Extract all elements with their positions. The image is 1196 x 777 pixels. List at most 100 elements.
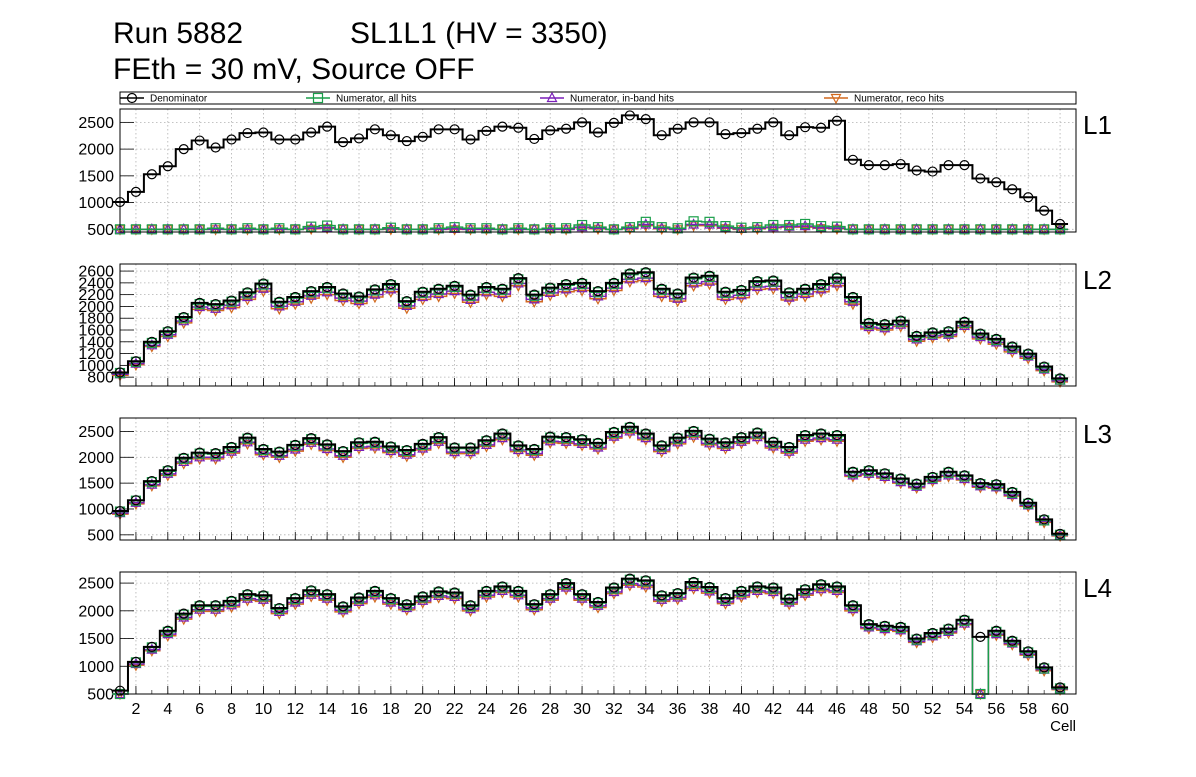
series-denominator-point (927, 471, 938, 483)
series-denominator-point (752, 581, 763, 592)
series-denominator-point (863, 317, 874, 329)
layer-label: L4 (1083, 573, 1112, 603)
series-numerator-all-hits-point (226, 224, 237, 235)
series-denominator-point (561, 123, 572, 134)
series-denominator-point (688, 272, 699, 283)
series-denominator-point (1023, 192, 1034, 203)
series-numerator-reco-hits-point (735, 592, 747, 604)
series-numerator-reco-hits-point (879, 325, 891, 337)
series-numerator-in-band-hits-point (927, 329, 939, 341)
series-denominator-point (1039, 361, 1050, 372)
series-numerator-in-band-hits-point (1022, 647, 1034, 659)
series-denominator-point (1054, 528, 1066, 539)
series-numerator-reco-hits-point (815, 586, 827, 598)
series-numerator-reco-hits-point (289, 600, 301, 611)
series-denominator-point (465, 600, 476, 611)
series-numerator-reco-hits-point (544, 438, 556, 450)
series-denominator-point (879, 319, 890, 330)
series-denominator-point (385, 441, 396, 452)
series-numerator-reco-hits-point (353, 444, 365, 455)
x-tick-label: 28 (541, 701, 559, 718)
series-numerator-in-band-hits-point (178, 314, 190, 326)
series-numerator-reco-hits-point (465, 606, 477, 618)
series-numerator-in-band-hits-point (528, 601, 540, 613)
series-numerator-reco-hits-point (640, 435, 652, 446)
series-numerator-all-hits-point (1039, 224, 1050, 235)
series-denominator-point (242, 432, 253, 443)
y-tick-label: 1000 (78, 358, 114, 375)
series-numerator-all-hits-point (322, 220, 333, 231)
series-denominator-point (369, 436, 381, 447)
series-numerator-in-band-hits-point (146, 643, 158, 654)
series-numerator-in-band-hits-point (974, 330, 986, 342)
series-denominator-point (306, 433, 317, 444)
series-denominator-point (433, 432, 444, 443)
series-denominator-point (194, 297, 205, 308)
series-numerator-all-hits-point (672, 223, 683, 234)
series-denominator-point (1039, 514, 1050, 525)
series-denominator-point (704, 117, 715, 128)
series-numerator-in-band-hits-point (146, 339, 158, 350)
plot-frame (119, 108, 1077, 233)
series-denominator-point (1007, 341, 1018, 352)
series-numerator-reco-hits-point (751, 588, 763, 599)
series-numerator-all-hits-point (704, 216, 715, 227)
series-numerator-all-hits-point (640, 216, 651, 227)
x-tick-label: 54 (956, 701, 974, 718)
series-denominator-point (497, 581, 508, 592)
series-numerator-in-band-hits-point (799, 219, 811, 231)
series-numerator-reco-hits-point (496, 435, 508, 446)
series-denominator-point (545, 431, 556, 442)
series-denominator-point (385, 130, 396, 141)
series-numerator-reco-hits-point (337, 453, 349, 464)
series-numerator-in-band-hits-point (640, 218, 652, 229)
series-denominator-point (704, 270, 715, 281)
series-denominator-point (800, 122, 811, 133)
series-denominator-point (943, 326, 954, 337)
series-numerator-reco-hits-point (465, 449, 477, 460)
series-denominator-point (831, 581, 843, 592)
series-numerator-in-band-hits-point (863, 467, 875, 478)
series-denominator-point (545, 589, 556, 600)
series-denominator-point (401, 135, 412, 147)
series-numerator-reco-hits-point (1054, 531, 1066, 543)
series-numerator-reco-hits-point (560, 585, 572, 596)
series-denominator-point (497, 283, 508, 294)
series-numerator-in-band-hits-point (465, 602, 477, 614)
series-denominator-point (879, 620, 890, 631)
series-denominator-point (210, 600, 221, 611)
plot-frame (119, 571, 1077, 695)
x-tick-label: 26 (509, 701, 527, 718)
series-denominator-point (672, 587, 683, 599)
series-denominator-point (385, 278, 396, 290)
series-denominator-point (768, 117, 779, 128)
series-denominator-point (640, 428, 651, 439)
series-denominator-point (130, 356, 142, 367)
series-denominator-point (752, 427, 763, 438)
series-numerator-reco-hits-point (704, 440, 716, 452)
series-denominator-point (831, 272, 843, 283)
series-numerator-reco-hits-point (688, 433, 700, 444)
x-tick-label: 16 (350, 701, 368, 718)
series-numerator-in-band-hits-point (130, 496, 142, 507)
series-denominator-point (1023, 497, 1034, 508)
series-denominator-point (290, 439, 301, 450)
series-denominator-point (895, 473, 906, 484)
series-numerator-in-band-hits-point (592, 599, 604, 610)
series-denominator-point (736, 284, 747, 296)
series-numerator-reco-hits-point (449, 449, 461, 460)
series-numerator-reco-hits-point (178, 459, 190, 470)
series-numerator-reco-hits-point (799, 437, 811, 448)
x-tick-label: 30 (573, 701, 591, 718)
series-numerator-reco-hits-point (719, 224, 731, 235)
series-numerator-reco-hits-point (576, 441, 588, 452)
series-denominator-point (624, 268, 635, 279)
series-denominator-point (847, 154, 859, 165)
series-denominator-point (895, 315, 906, 326)
series-numerator-in-band-hits-point (704, 218, 716, 229)
series-numerator-all-hits-line (112, 220, 1069, 231)
series-numerator-all-hits-point (529, 224, 540, 235)
series-denominator-point (975, 631, 986, 642)
series-denominator-point (1054, 373, 1066, 384)
series-numerator-all-hits-point (545, 223, 556, 234)
